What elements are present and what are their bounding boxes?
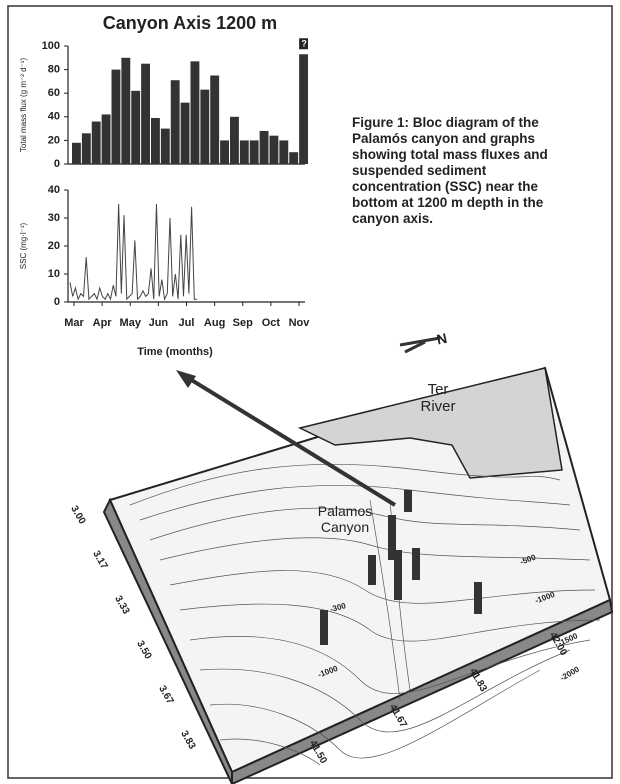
north-label: N: [435, 330, 448, 348]
x-tick-label: Mar: [64, 317, 84, 329]
bar: [151, 118, 160, 164]
y-axis-label: Total mass flux (g m⁻² d⁻¹): [19, 58, 28, 153]
y-tick-label: 100: [42, 40, 60, 52]
latitude-label: 41.83: [467, 666, 489, 694]
x-tick-label: Apr: [93, 317, 113, 329]
x-tick-label: Oct: [262, 317, 281, 329]
x-tick-label: Jul: [179, 317, 195, 329]
y-tick-label: 0: [54, 296, 60, 308]
bar: [92, 122, 101, 164]
bar: [161, 129, 170, 164]
y-tick-label: 40: [48, 184, 60, 196]
y-tick-label: 40: [48, 111, 60, 123]
bar: [260, 131, 269, 164]
bar: [141, 64, 150, 164]
y-tick-label: 30: [48, 212, 60, 224]
bar: [191, 61, 200, 164]
annotation: ?: [301, 39, 307, 49]
longitude-label: 3.33: [112, 594, 131, 617]
x-tick-label: Jun: [149, 317, 169, 329]
bar: [121, 58, 130, 164]
longitude-label: 3.67: [156, 684, 175, 707]
bar: [210, 76, 219, 165]
x-tick-label: May: [120, 317, 142, 329]
bar: [220, 140, 229, 164]
figure: 020406080100Canyon Axis 1200 mTotal mass…: [0, 0, 620, 784]
caption: Figure 1: Bloc diagram of the Palamós ca…: [352, 115, 572, 227]
bar: [82, 133, 91, 164]
bar: [181, 103, 190, 164]
bar: [230, 117, 239, 164]
bar: [299, 54, 308, 164]
x-tick-label: Nov: [289, 317, 311, 329]
bar: [240, 140, 249, 164]
bar: [112, 70, 121, 164]
y-tick-label: 20: [48, 240, 60, 252]
y-axis-label: SSC (mg·l⁻¹): [19, 222, 28, 269]
bar: [131, 91, 140, 164]
bar: [200, 90, 209, 164]
depth-label: -2000: [559, 664, 582, 682]
longitude-label: 3.50: [134, 639, 153, 662]
longitude-label: 3.83: [178, 729, 197, 752]
bar: [171, 80, 180, 164]
bar: [250, 140, 259, 164]
longitude-label: 3.17: [90, 549, 109, 572]
x-tick-label: Aug: [204, 317, 225, 329]
y-tick-label: 80: [48, 64, 60, 76]
chart-title: Canyon Axis 1200 m: [103, 13, 277, 33]
bar: [289, 152, 298, 164]
y-tick-label: 20: [48, 134, 60, 146]
bar: [72, 143, 81, 164]
longitude-label: 3.00: [68, 504, 87, 527]
y-tick-label: 0: [54, 158, 60, 170]
x-axis-label: Time (months): [137, 346, 213, 358]
bar: [270, 136, 279, 164]
x-tick-label: Sep: [233, 317, 253, 329]
ssc-line: [70, 204, 197, 299]
y-tick-label: 60: [48, 87, 60, 99]
latitude-label: 41.67: [387, 702, 409, 730]
bar: [279, 140, 288, 164]
y-tick-label: 10: [48, 268, 60, 280]
bar: [102, 114, 111, 164]
